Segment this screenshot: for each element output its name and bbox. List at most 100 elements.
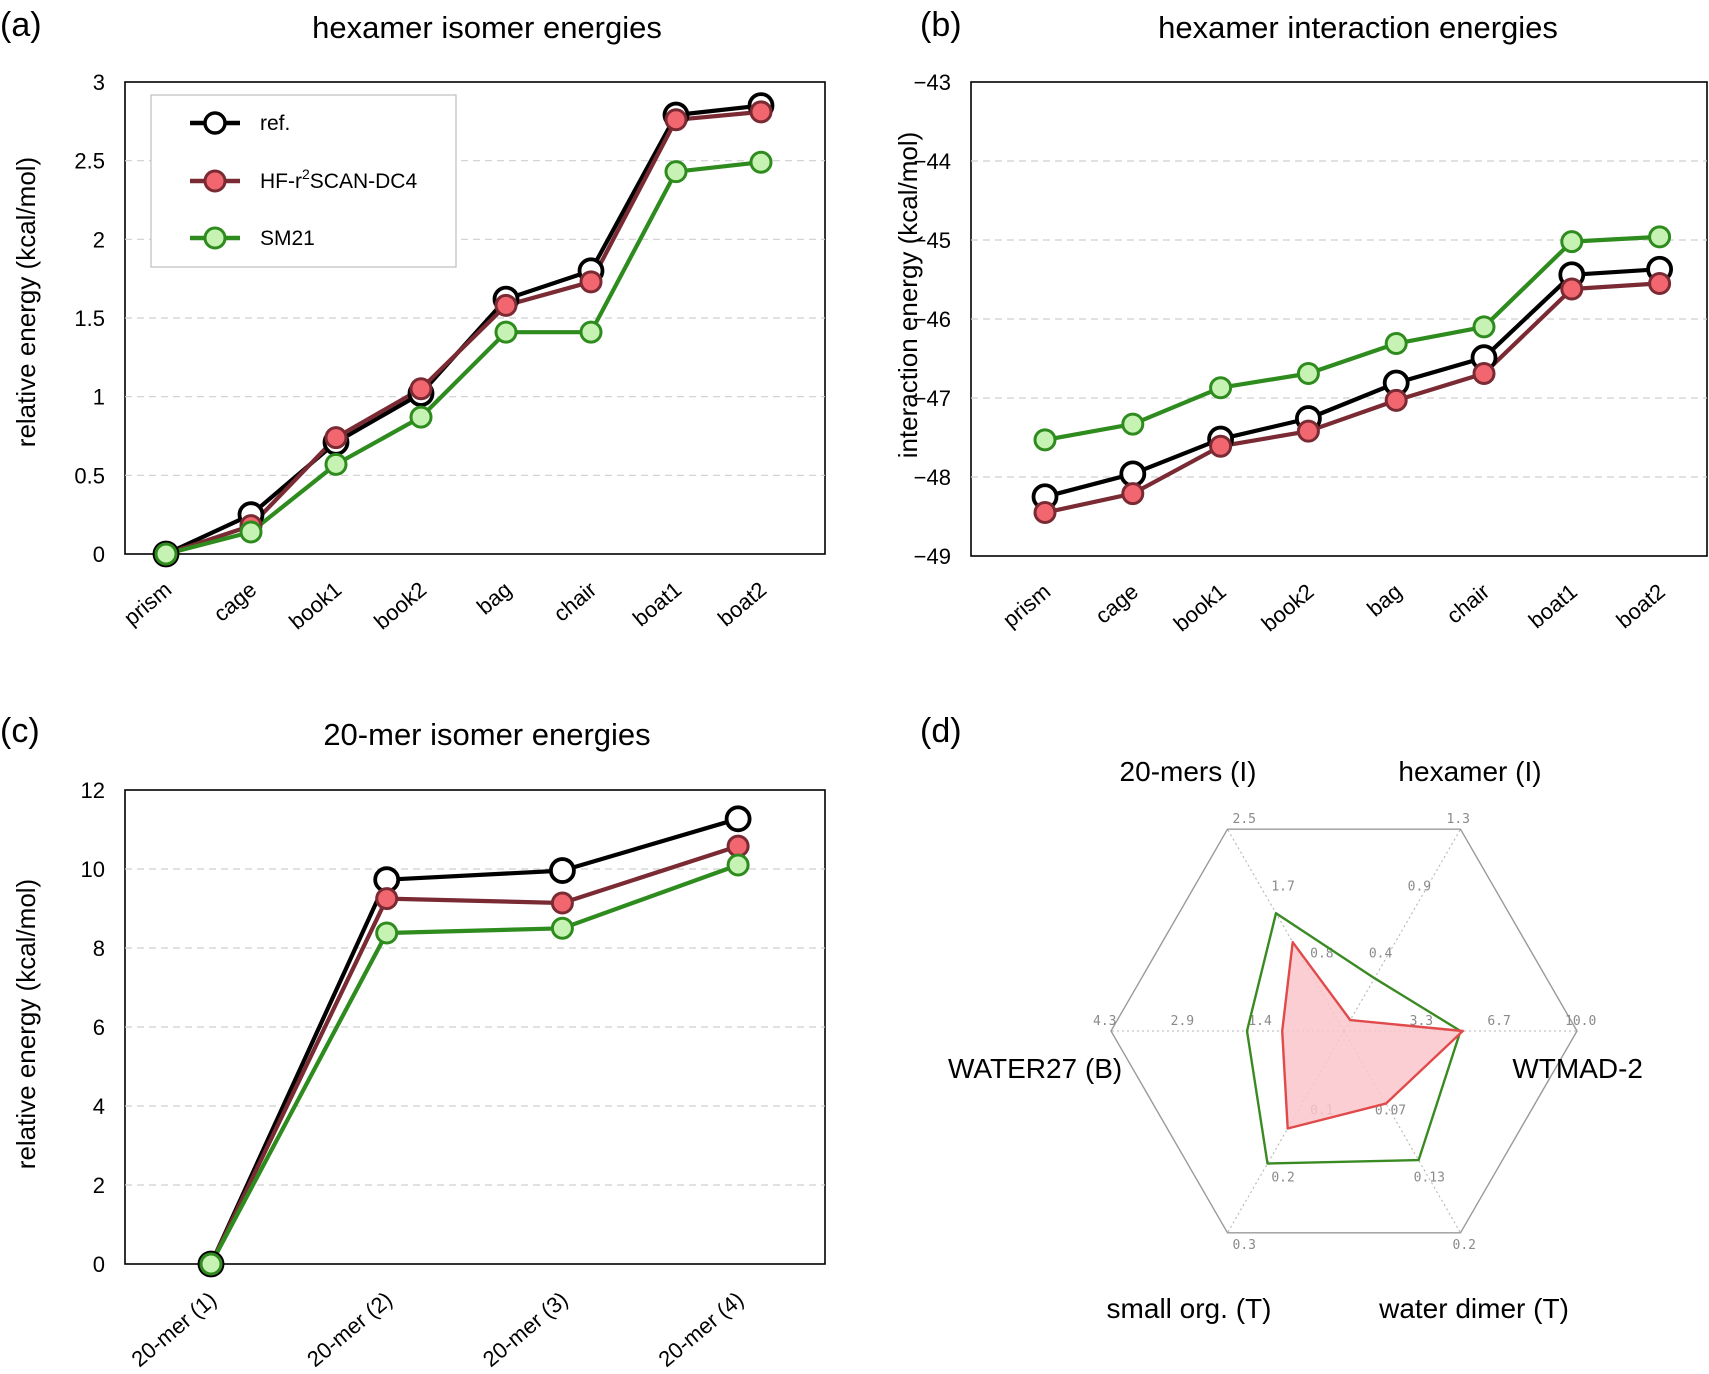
radar-tick-label: 0.13 — [1414, 1171, 1445, 1186]
chart-title: 20-mer isomer energies — [323, 717, 650, 752]
y-tick-label: −46 — [914, 307, 951, 332]
chart-hexamer-interaction: hexamer interaction energies interaction… — [893, 10, 1708, 637]
series-line-sm21 — [209, 863, 739, 1265]
legend-label-sm21: SM21 — [260, 227, 315, 250]
y-tick-label: 8 — [93, 936, 105, 961]
x-tick-label: book1 — [1169, 579, 1231, 637]
radar-tick-label: 1.7 — [1271, 879, 1294, 894]
x-tick-label: 20-mer (1) — [126, 1287, 221, 1372]
y-axis-label: interaction energy (kcal/mol) — [893, 132, 923, 459]
chart-title: hexamer interaction energies — [1158, 10, 1558, 45]
y-tick-label: 2.5 — [74, 149, 105, 174]
x-tick-label: 20-mer (3) — [478, 1287, 573, 1372]
data-point-hf — [1033, 501, 1057, 525]
data-point-sm21 — [199, 1252, 223, 1276]
x-tick-label: 20-mer (2) — [302, 1287, 397, 1372]
x-tick-label: boat2 — [713, 577, 771, 632]
x-tick-label: prism — [119, 577, 176, 631]
data-point-sm21 — [1648, 225, 1672, 249]
radar-axis-label: WTMAD-2 — [1512, 1053, 1643, 1084]
radar-tick-label: 4.3 — [1093, 1014, 1116, 1029]
radar-tick-label: 0.8 — [1310, 947, 1333, 962]
y-tick-label: 10 — [81, 857, 105, 882]
radar-tick-label: 2.5 — [1233, 812, 1256, 827]
data-point-sm21 — [1033, 428, 1057, 452]
series-line-ref — [1044, 267, 1660, 499]
x-tick-label: boat1 — [628, 577, 686, 632]
data-point-sm21 — [239, 520, 263, 544]
series-line-ref — [209, 816, 739, 1265]
panel-label-b: (b) — [920, 6, 962, 44]
data-point-hf — [1648, 271, 1672, 295]
radar-axis-label: 20-mers (I) — [1120, 756, 1257, 787]
chart-20mer-isomer: 20-mer isomer energies relative energy (… — [11, 717, 826, 1372]
data-point-sm21 — [494, 320, 518, 344]
data-point-sm21 — [664, 160, 688, 184]
data-point-sm21 — [749, 150, 773, 174]
x-tick-label: chair — [549, 577, 602, 627]
data-point-sm21 — [1384, 331, 1408, 355]
data-point-hf — [550, 891, 574, 915]
data-point-hf — [1209, 434, 1233, 458]
panel-label-c: (c) — [0, 712, 40, 750]
data-point-sm21 — [550, 916, 574, 940]
radar-spoke — [1227, 828, 1345, 1032]
chart-radar-summary: 3.36.710.00.40.91.30.81.72.51.42.94.30.1… — [948, 756, 1643, 1324]
y-axis-label: relative energy (kcal/mol) — [11, 879, 41, 1169]
panel-label-a: (a) — [0, 6, 42, 44]
x-tick-label: cage — [1090, 579, 1143, 629]
data-point-hf — [664, 108, 688, 132]
x-tick-label: boat1 — [1524, 579, 1582, 634]
legend-label-ref: ref. — [260, 112, 290, 135]
legend-marker-sm21 — [203, 226, 227, 250]
radar-axis-label: hexamer (I) — [1398, 756, 1541, 787]
x-tick-label: bag — [1362, 579, 1406, 622]
x-tick-label: prism — [998, 579, 1055, 633]
chart-title: hexamer isomer energies — [312, 10, 662, 45]
data-point-sm21 — [1560, 230, 1584, 254]
radar-spoke — [1343, 828, 1461, 1032]
series-line-hf — [209, 844, 739, 1265]
data-point-ref — [724, 805, 752, 833]
legend: ref. HF-r2SCAN-DC4 SM21 — [150, 94, 457, 268]
legend-marker-hf — [203, 169, 227, 193]
radar-axis-label: small org. (T) — [1107, 1293, 1272, 1324]
data-point-ref — [549, 857, 576, 884]
radar-tick-label: 1.4 — [1248, 1014, 1272, 1029]
x-tick-label: book2 — [1257, 579, 1319, 637]
data-point-sm21 — [409, 405, 433, 429]
data-point-ref — [1119, 460, 1147, 488]
y-tick-label: 2 — [93, 227, 105, 252]
y-tick-label: 0.5 — [74, 463, 105, 488]
y-tick-label: 1 — [93, 385, 105, 410]
data-point-sm21 — [579, 320, 603, 344]
y-tick-label: 3 — [93, 70, 105, 95]
data-point-sm21 — [324, 452, 348, 476]
radar-frame — [1110, 828, 1578, 1234]
y-tick-label: −49 — [914, 544, 951, 569]
radar-tick-label: 0.4 — [1369, 947, 1393, 962]
x-tick-label: chair — [1442, 579, 1495, 629]
data-point-hf — [1384, 388, 1408, 412]
radar-tick-label: 0.07 — [1375, 1103, 1406, 1118]
data-point-hf — [726, 834, 750, 858]
data-point-hf — [409, 377, 433, 401]
data-point-sm21 — [1209, 376, 1233, 400]
radar-tick-label: 0.2 — [1271, 1171, 1294, 1186]
y-tick-label: 0 — [93, 542, 105, 567]
data-point-sm21 — [154, 542, 178, 566]
legend-label-hf: HF-r2SCAN-DC4 — [260, 166, 417, 193]
y-tick-label: −44 — [914, 149, 951, 174]
chart-hexamer-isomer: hexamer isomer energies relative energy … — [11, 10, 826, 635]
x-tick-label: 20-mer (4) — [654, 1287, 749, 1372]
radar-series-sm21 — [1245, 912, 1462, 1165]
data-point-sm21 — [1472, 315, 1496, 339]
y-tick-label: 1.5 — [74, 306, 105, 331]
x-tick-label: bag — [472, 577, 516, 620]
y-tick-label: 12 — [81, 778, 105, 803]
y-tick-label: −43 — [914, 70, 951, 95]
radar-tick-label: 10.0 — [1565, 1014, 1596, 1029]
data-point-hf — [1296, 419, 1320, 443]
x-tick-label: book1 — [284, 577, 346, 635]
